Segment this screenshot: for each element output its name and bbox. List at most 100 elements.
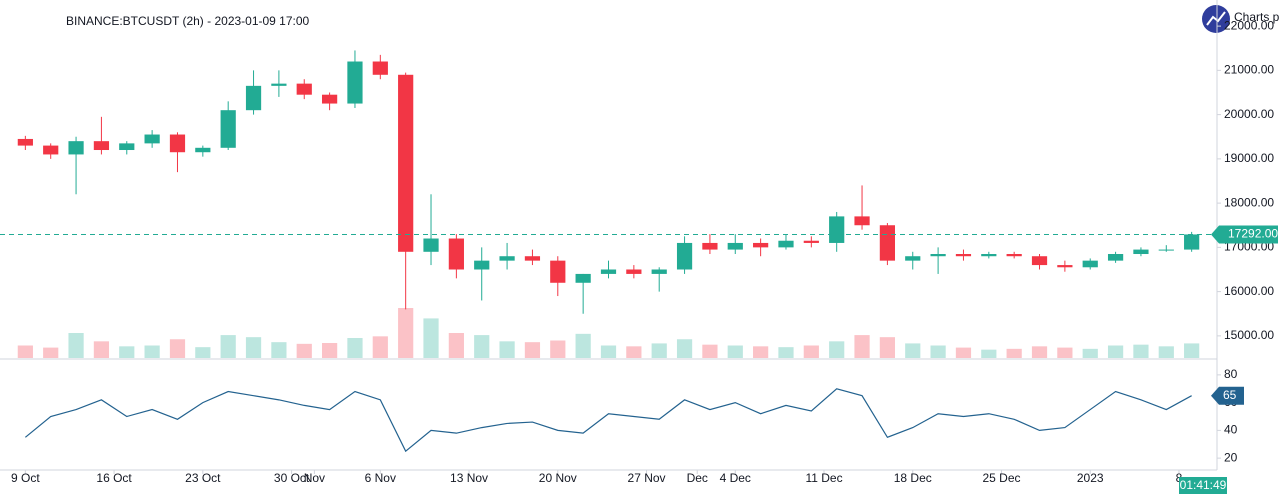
- candle-body: [474, 260, 490, 270]
- last-price-label: 17292.00: [1228, 227, 1278, 241]
- candle-body: [271, 83, 287, 86]
- candle-body: [905, 256, 921, 261]
- volume-bar: [220, 335, 236, 358]
- y-tick-label: 22000.00: [1224, 18, 1274, 32]
- candle-body: [398, 74, 414, 252]
- x-tick-label: 25 Dec: [982, 471, 1020, 485]
- candle-body: [17, 138, 33, 146]
- last-price-box: [1211, 225, 1278, 244]
- volume-bar: [702, 344, 718, 358]
- volume-bar: [727, 345, 743, 358]
- volume-bar: [879, 337, 896, 358]
- candle-body: [1057, 265, 1073, 268]
- volume-bar: [499, 341, 515, 358]
- candle-body: [524, 256, 541, 261]
- x-tick-label: 2023: [1077, 471, 1104, 485]
- volume-bar: [829, 341, 845, 358]
- volume-bar: [854, 335, 870, 358]
- volume-bar: [803, 345, 819, 358]
- candle-body: [220, 110, 236, 148]
- x-tick-label: Dec: [687, 471, 708, 485]
- candle-body: [879, 225, 896, 261]
- candle-body: [1184, 234, 1200, 250]
- candle-body: [1031, 256, 1048, 266]
- volume-bar: [626, 346, 642, 358]
- candle-body: [144, 134, 160, 144]
- candle-body: [68, 141, 84, 155]
- x-tick-label: 13 Nov: [450, 471, 488, 485]
- volume-bar: [600, 345, 617, 358]
- timer: 01:41:49: [1180, 478, 1227, 492]
- volume-bar: [93, 341, 110, 358]
- candle-body: [676, 242, 693, 270]
- candle-body: [727, 242, 743, 250]
- candle-body: [702, 242, 718, 250]
- rsi-last-label: 65: [1223, 388, 1237, 402]
- rsi-tick-label: 40: [1224, 423, 1238, 437]
- candle-body: [321, 94, 338, 104]
- x-tick-label: 16 Oct: [96, 471, 132, 485]
- volume-bar: [1107, 345, 1124, 358]
- candle-body: [119, 143, 135, 151]
- volume-bar: [550, 340, 566, 358]
- x-tick-label: 27 Nov: [628, 471, 666, 485]
- y-tick-label: 15000.00: [1224, 328, 1274, 342]
- volume-bar: [1184, 343, 1200, 358]
- volume-bar: [245, 337, 262, 358]
- volume-bar: [474, 335, 490, 358]
- candle-body: [93, 141, 110, 151]
- candle-body: [195, 147, 211, 153]
- volume-bar: [372, 336, 388, 358]
- candle-body: [1082, 260, 1098, 268]
- volume-bar: [296, 343, 312, 358]
- rsi-tick-label: 80: [1224, 367, 1238, 381]
- volume-bar: [1133, 344, 1149, 358]
- candle-body: [550, 260, 566, 283]
- candle-body: [854, 216, 870, 226]
- candle-body: [499, 256, 515, 261]
- x-tick-label: 23 Oct: [185, 471, 221, 485]
- rsi-last-box: [1211, 386, 1244, 405]
- candle-body: [347, 61, 363, 104]
- candle-body: [803, 240, 819, 243]
- volume-bar: [753, 346, 769, 358]
- x-tick-label: 20 Nov: [539, 471, 577, 485]
- candle-body: [1107, 254, 1124, 261]
- volume-bar: [1057, 347, 1073, 358]
- candle-body: [778, 240, 794, 248]
- candle-body: [245, 85, 262, 111]
- y-tick-label: 16000.00: [1224, 284, 1274, 298]
- volume-bar: [398, 308, 414, 358]
- volume-bar: [981, 349, 997, 358]
- volume-bar: [1082, 348, 1098, 358]
- candle-body: [1158, 249, 1174, 251]
- y-tick-label: 18000.00: [1224, 195, 1274, 209]
- candle-body: [1133, 249, 1149, 255]
- candle-body: [43, 145, 59, 155]
- x-tick-label: 9 Oct: [11, 471, 40, 485]
- volume-bar: [778, 347, 794, 358]
- x-tick-label: 18 Dec: [894, 471, 932, 485]
- volume-bar: [347, 338, 363, 358]
- volume-bar: [448, 333, 464, 358]
- volume-bar: [1158, 346, 1174, 358]
- rsi-line: [24, 388, 1192, 453]
- volume-bar: [524, 342, 541, 358]
- candle-body: [753, 242, 769, 248]
- volume-bar: [651, 343, 667, 358]
- chart-header: BINANCE:BTCUSDT (2h) - 2023-01-09 17:00: [66, 14, 310, 28]
- volume-bar: [119, 346, 135, 358]
- x-tick-label: 4 Dec: [720, 471, 751, 485]
- candle-body: [829, 216, 845, 243]
- candle-body: [1006, 254, 1022, 257]
- volume-bar: [144, 345, 160, 358]
- volume-bar: [321, 343, 338, 358]
- timer-box: [1179, 477, 1227, 494]
- volume-bar: [17, 345, 33, 358]
- x-tick-label: 11 Dec: [805, 471, 842, 485]
- y-tick-label: 21000.00: [1224, 63, 1274, 77]
- volume-bar: [930, 345, 946, 358]
- volume-bar: [575, 333, 591, 358]
